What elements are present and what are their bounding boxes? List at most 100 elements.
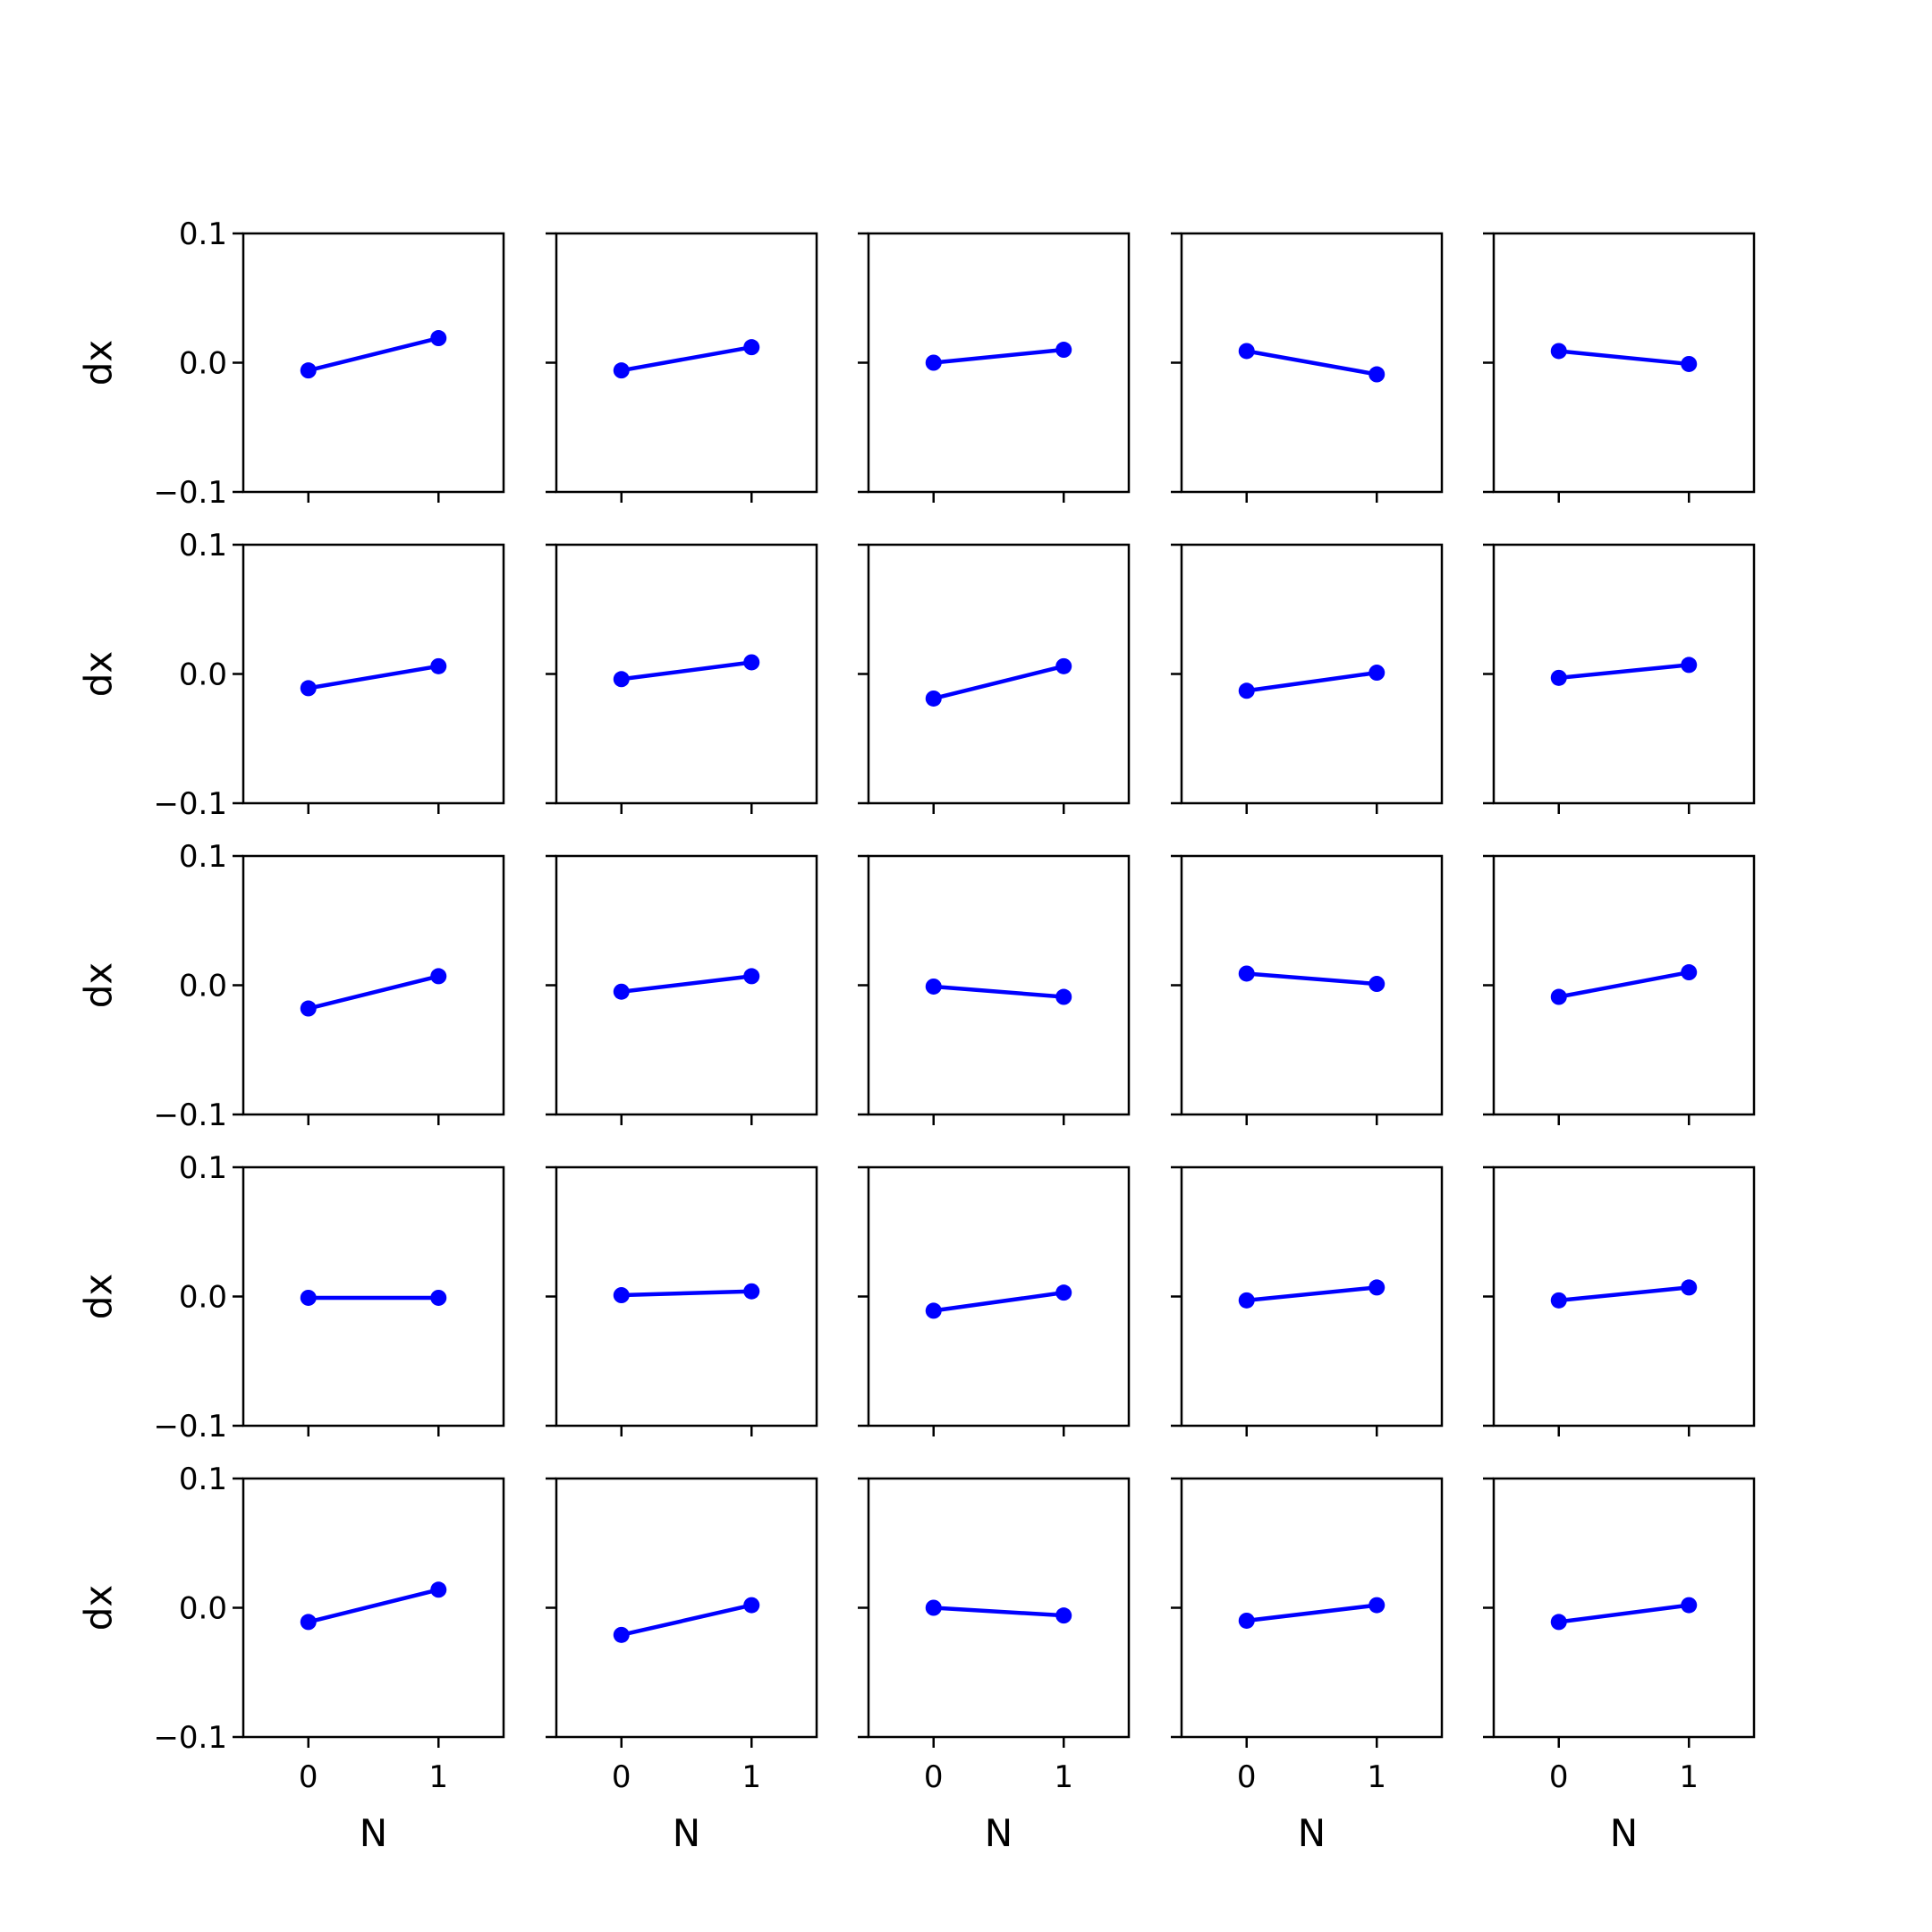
data-point	[1368, 976, 1385, 993]
panel-r1-c3	[858, 232, 1131, 503]
panel-r3-c4	[1171, 854, 1444, 1125]
series-line	[306, 664, 441, 691]
series-line	[931, 1606, 1066, 1618]
data-point	[1550, 343, 1567, 360]
series-line	[931, 347, 1066, 365]
series-line	[306, 335, 441, 373]
series-line	[931, 1290, 1066, 1313]
data-point	[300, 1614, 317, 1631]
data-point	[300, 1000, 317, 1017]
y-axis-label: dx	[77, 651, 121, 698]
data-point	[1368, 1597, 1385, 1614]
data-point	[613, 1287, 630, 1304]
y-tick-label: 0.1	[179, 839, 227, 875]
data-point	[1681, 1597, 1698, 1614]
panel-r3-c5	[1483, 854, 1756, 1125]
x-axis-label: N	[360, 1811, 387, 1855]
series-line	[306, 974, 441, 1011]
x-tick-label: 0	[924, 1759, 944, 1795]
series-line	[1244, 1603, 1379, 1623]
y-tick-label: 0.1	[179, 528, 227, 564]
y-tick-label: −0.1	[153, 786, 227, 822]
data-point	[1681, 657, 1698, 674]
x-tick-label: 1	[1679, 1759, 1699, 1795]
data-point	[300, 680, 317, 697]
data-point	[1055, 988, 1072, 1005]
data-point	[743, 968, 760, 985]
series-line	[1244, 971, 1379, 987]
data-point	[300, 362, 317, 379]
panel-r3-c1: −0.1 0.0 0.1 dx	[77, 839, 505, 1133]
y-axis-label: dx	[77, 962, 121, 1009]
data-point	[743, 654, 760, 671]
data-point	[743, 1283, 760, 1300]
data-point	[430, 330, 447, 347]
y-axis-label: dx	[77, 1585, 121, 1631]
data-point	[925, 354, 942, 371]
panel-grid: −0.10.00.1dx−0.10.00.1dx−0.10.00.1dx−0.1…	[77, 216, 1756, 1855]
data-point	[1550, 669, 1567, 686]
panel-r2-c2	[546, 543, 818, 814]
x-tick-label: 1	[1054, 1759, 1073, 1795]
data-point	[1238, 343, 1255, 360]
panel-r4-c4	[1171, 1165, 1444, 1436]
series-line	[1556, 1285, 1691, 1303]
panel-r5-c4: 0 1 N	[1171, 1477, 1444, 1855]
panel-r4-c1: −0.1 0.0 0.1 dx	[77, 1150, 505, 1445]
series-line	[1556, 970, 1691, 999]
series-line	[306, 1588, 441, 1624]
x-tick-label: 0	[299, 1759, 318, 1795]
x-tick-label: 1	[741, 1759, 761, 1795]
series-line	[1244, 1285, 1379, 1303]
data-point	[613, 671, 630, 688]
x-axis-label: N	[985, 1811, 1013, 1855]
data-point	[430, 1289, 447, 1306]
panel-r5-c5: 0 1 N	[1483, 1477, 1756, 1855]
panel-r2-c4	[1171, 543, 1444, 814]
series-line	[1244, 349, 1379, 377]
series-line	[619, 1603, 754, 1638]
series-line	[619, 660, 754, 682]
panel-r5-c2: 0 1 N	[546, 1477, 818, 1855]
panel-r5-c3: 0 1 N	[858, 1477, 1131, 1855]
data-point	[1238, 682, 1255, 699]
data-point	[925, 978, 942, 995]
y-axis-label: dx	[77, 340, 121, 386]
panel-r3-c3	[858, 854, 1131, 1125]
data-point	[1238, 1612, 1255, 1629]
panel-r4-c2	[546, 1165, 818, 1436]
y-tick-label: 0.1	[179, 1462, 227, 1497]
y-tick-label: −0.1	[153, 1409, 227, 1445]
x-axis-label: N	[1610, 1811, 1638, 1855]
data-point	[925, 690, 942, 707]
data-point	[1238, 965, 1255, 982]
data-point	[1681, 355, 1698, 372]
data-point	[743, 339, 760, 356]
x-axis-label: N	[673, 1811, 700, 1855]
data-point	[613, 983, 630, 1000]
y-tick-label: 0.1	[179, 216, 227, 252]
panel-r4-c3	[858, 1165, 1131, 1436]
y-tick-label: 0.0	[179, 657, 227, 693]
data-point	[1055, 657, 1072, 674]
data-point	[1238, 1292, 1255, 1309]
data-point	[1055, 1284, 1072, 1301]
data-point	[430, 1581, 447, 1598]
panel-r1-c5	[1483, 232, 1756, 503]
data-point	[743, 1597, 760, 1614]
data-point	[430, 968, 447, 985]
series-line	[1556, 349, 1691, 367]
data-point	[1368, 366, 1385, 383]
panel-r2-c1: −0.1 0.0 0.1 dx	[77, 528, 505, 822]
panel-r4-c5	[1483, 1165, 1756, 1436]
data-point	[1550, 1614, 1567, 1631]
data-point	[1055, 1607, 1072, 1624]
data-point	[613, 1626, 630, 1643]
x-tick-label: 0	[1237, 1759, 1257, 1795]
panel-r5-c1: −0.1 0.0 0.1 0 1 dx N	[77, 1462, 505, 1855]
panel-r2-c3	[858, 543, 1131, 814]
y-tick-label: −0.1	[153, 475, 227, 511]
panel-r1-c1: −0.1 0.0 0.1 dx	[77, 216, 505, 511]
data-point	[925, 1599, 942, 1616]
